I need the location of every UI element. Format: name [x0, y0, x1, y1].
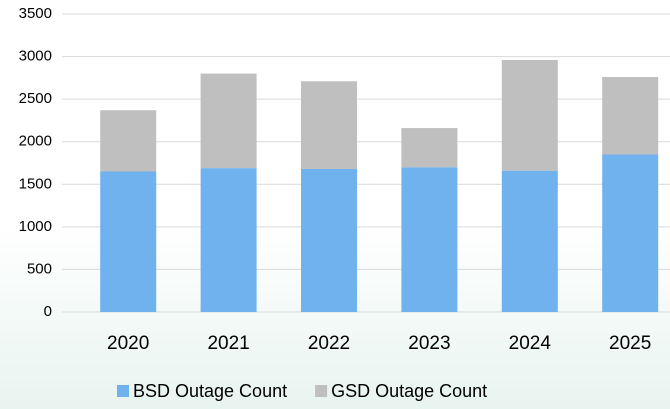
y-tick-label: 2500	[19, 90, 52, 107]
x-tick-label: 2020	[107, 333, 149, 354]
bar-segment	[200, 168, 257, 312]
bar-segment	[200, 73, 257, 169]
bar-segment	[602, 77, 659, 155]
legend-swatch	[315, 385, 328, 397]
x-tick-label: 2025	[609, 333, 651, 354]
legend-swatch	[117, 385, 129, 397]
bar-segment	[301, 81, 357, 169]
bar-segment	[501, 170, 558, 312]
bar-segment	[100, 110, 157, 172]
bar-segment	[401, 167, 458, 312]
bar-segment	[100, 171, 157, 312]
bar-segment	[602, 154, 659, 312]
x-tick-label: 2022	[308, 333, 350, 354]
bar-segment	[501, 59, 558, 171]
legend-label: GSD Outage Count	[331, 381, 487, 401]
y-tick-label: 500	[27, 260, 52, 277]
legend-label: BSD Outage Count	[133, 381, 287, 401]
y-tick-label: 2000	[19, 133, 52, 150]
y-tick-label: 0	[44, 303, 52, 320]
bar-segment	[301, 168, 357, 312]
y-tick-label: 3500	[19, 5, 52, 22]
x-tick-label: 2021	[207, 333, 249, 354]
x-tick-label: 2024	[509, 333, 552, 354]
bar-segment	[401, 128, 458, 168]
y-tick-label: 1500	[19, 175, 52, 192]
y-tick-label: 1000	[19, 218, 52, 235]
y-tick-label: 3000	[19, 48, 52, 65]
x-tick-label: 2023	[408, 333, 450, 354]
